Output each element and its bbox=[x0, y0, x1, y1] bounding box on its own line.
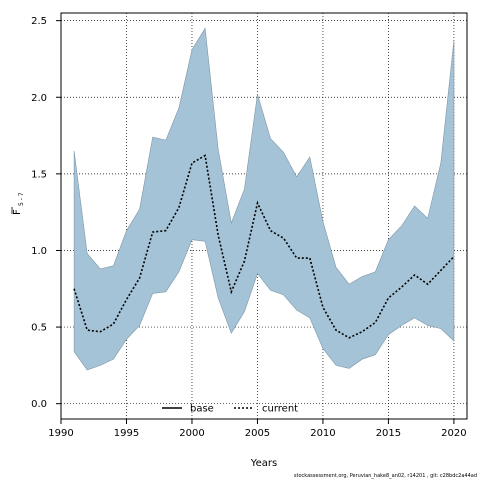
series-line-current bbox=[73, 154, 455, 339]
series-lines bbox=[73, 154, 455, 339]
plot-frame bbox=[60, 12, 468, 420]
x-axis: 1990 1995 2000 2005 2010 2015 2020 bbox=[48, 419, 467, 439]
y-tick-label: 0.5 bbox=[31, 323, 47, 334]
x-tick-label: 1990 bbox=[48, 428, 73, 439]
legend-label-base: base bbox=[190, 404, 214, 415]
x-tick-label: 2020 bbox=[441, 428, 466, 439]
x-tick-label: 2000 bbox=[179, 428, 204, 439]
y-axis: 0.0 0.5 1.0 1.5 2.0 2.5 bbox=[31, 16, 61, 410]
band-area bbox=[73, 27, 455, 371]
y-tick-label: 0.0 bbox=[31, 399, 47, 410]
x-axis-title: Years bbox=[250, 458, 277, 469]
x-tick-label: 2005 bbox=[245, 428, 270, 439]
y-tick-label: 1.5 bbox=[31, 169, 47, 180]
y-axis-title-letter: F bbox=[12, 209, 23, 215]
legend: base current bbox=[162, 404, 298, 415]
y-axis-title-subscript: 5 - 7 bbox=[18, 192, 25, 206]
legend-label-current: current bbox=[262, 404, 298, 415]
confidence-band bbox=[73, 27, 455, 371]
y-tick-label: 1.0 bbox=[31, 246, 47, 257]
x-tick-label: 2015 bbox=[376, 428, 401, 439]
x-tick-label: 2010 bbox=[310, 428, 335, 439]
y-tick-label: 2.5 bbox=[31, 16, 47, 27]
y-axis-title: F 5 - 7 bbox=[11, 192, 25, 215]
y-tick-label: 2.0 bbox=[31, 93, 47, 104]
footer-caption: stockassessment.org, Peruvian_hake8_an02… bbox=[294, 473, 477, 479]
x-tick-label: 1995 bbox=[114, 428, 139, 439]
